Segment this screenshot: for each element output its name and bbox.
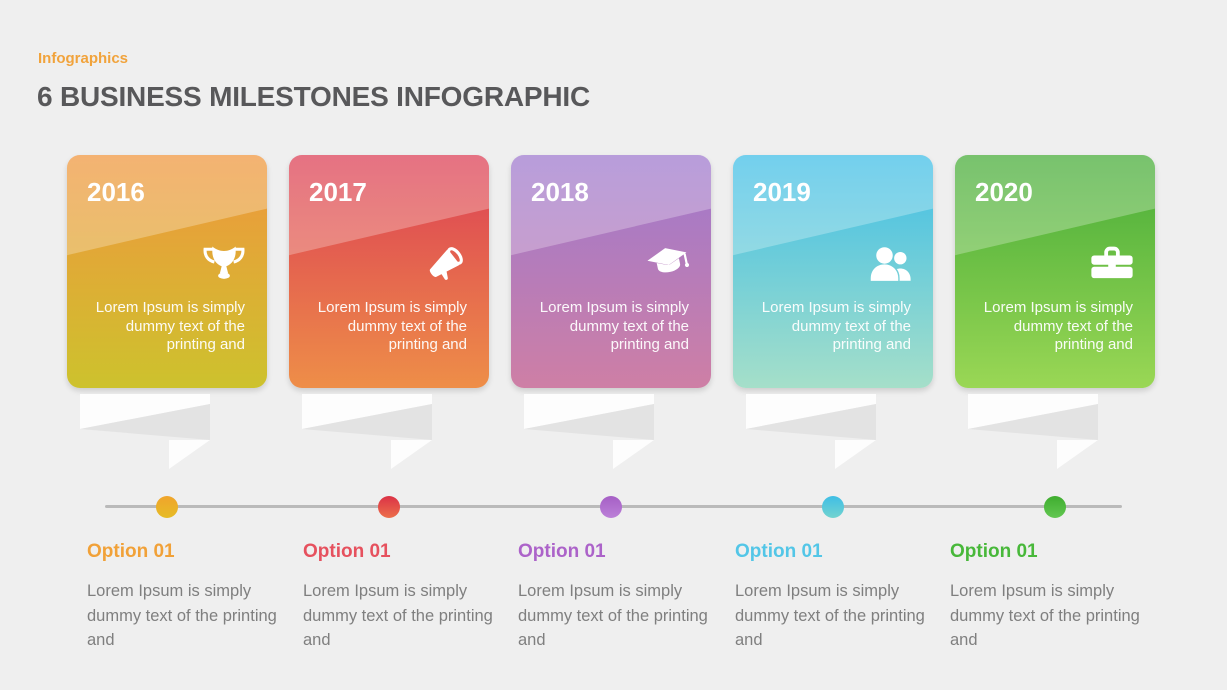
card-year: 2017 (309, 177, 367, 207)
milestone-card: 2017 Lorem Ipsum is simply dummy text of… (289, 155, 489, 388)
option-label: Option 01 (518, 541, 606, 562)
graduation-cap-icon (647, 248, 690, 273)
eyebrow-label: Infographics (38, 50, 129, 67)
option-text: Lorem Ipsum is simply dummy text of the … (950, 582, 1140, 649)
card-year: 2019 (753, 177, 811, 207)
option-block: Option 01 Lorem Ipsum is simply dummy te… (303, 541, 503, 653)
ribbon-pointer (80, 394, 210, 469)
timeline-dot (156, 496, 178, 518)
option-label: Option 01 (735, 541, 823, 562)
card-text: Lorem Ipsum is simply dummy text of the … (539, 299, 689, 353)
option-label: Option 01 (303, 541, 391, 562)
milestone-card: 2020 Lorem Ipsum is simply dummy text of… (955, 155, 1155, 388)
users-icon (870, 247, 911, 281)
card-text: Lorem Ipsum is simply dummy text of the … (95, 299, 245, 353)
timeline-dot (1044, 496, 1066, 518)
card-text: Lorem Ipsum is simply dummy text of the … (983, 299, 1133, 353)
option-text: Lorem Ipsum is simply dummy text of the … (303, 582, 493, 649)
milestone-card: 2016 Lorem Ipsum is simply dummy text of… (67, 155, 267, 388)
option-text: Lorem Ipsum is simply dummy text of the … (518, 582, 708, 649)
megaphone-icon (429, 247, 463, 280)
card-text: Lorem Ipsum is simply dummy text of the … (317, 299, 467, 353)
option-block: Option 01 Lorem Ipsum is simply dummy te… (518, 541, 718, 653)
trophy-icon (203, 246, 245, 279)
milestone-card: 2019 (733, 155, 933, 388)
card-year: 2016 (87, 177, 145, 207)
ribbon-pointer (746, 394, 876, 469)
timeline-dot (378, 496, 400, 518)
option-block: Option 01 Lorem Ipsum is simply dummy te… (87, 541, 287, 653)
ribbon-pointer (524, 394, 654, 469)
card-year: 2020 (975, 177, 1033, 207)
timeline-dot (600, 496, 622, 518)
page-title: 6 BUSINESS MILESTONES INFOGRAPHIC (37, 81, 590, 112)
briefcase-icon (1091, 246, 1133, 279)
option-text: Lorem Ipsum is simply dummy text of the … (735, 582, 925, 649)
option-label: Option 01 (950, 541, 1038, 562)
ribbon-pointer (968, 394, 1098, 469)
ribbon-pointer (302, 394, 432, 469)
option-block: Option 01 Lorem Ipsum is simply dummy te… (735, 541, 935, 653)
card-text: Lorem Ipsum is simply dummy text of the … (761, 299, 911, 353)
milestone-card: 2018 Lorem Ipsum is simply dummy text of… (511, 155, 711, 388)
card-year: 2018 (531, 177, 589, 207)
option-text: Lorem Ipsum is simply dummy text of the … (87, 582, 277, 649)
timeline-dot (822, 496, 844, 518)
option-label: Option 01 (87, 541, 175, 562)
option-block: Option 01 Lorem Ipsum is simply dummy te… (950, 541, 1150, 653)
